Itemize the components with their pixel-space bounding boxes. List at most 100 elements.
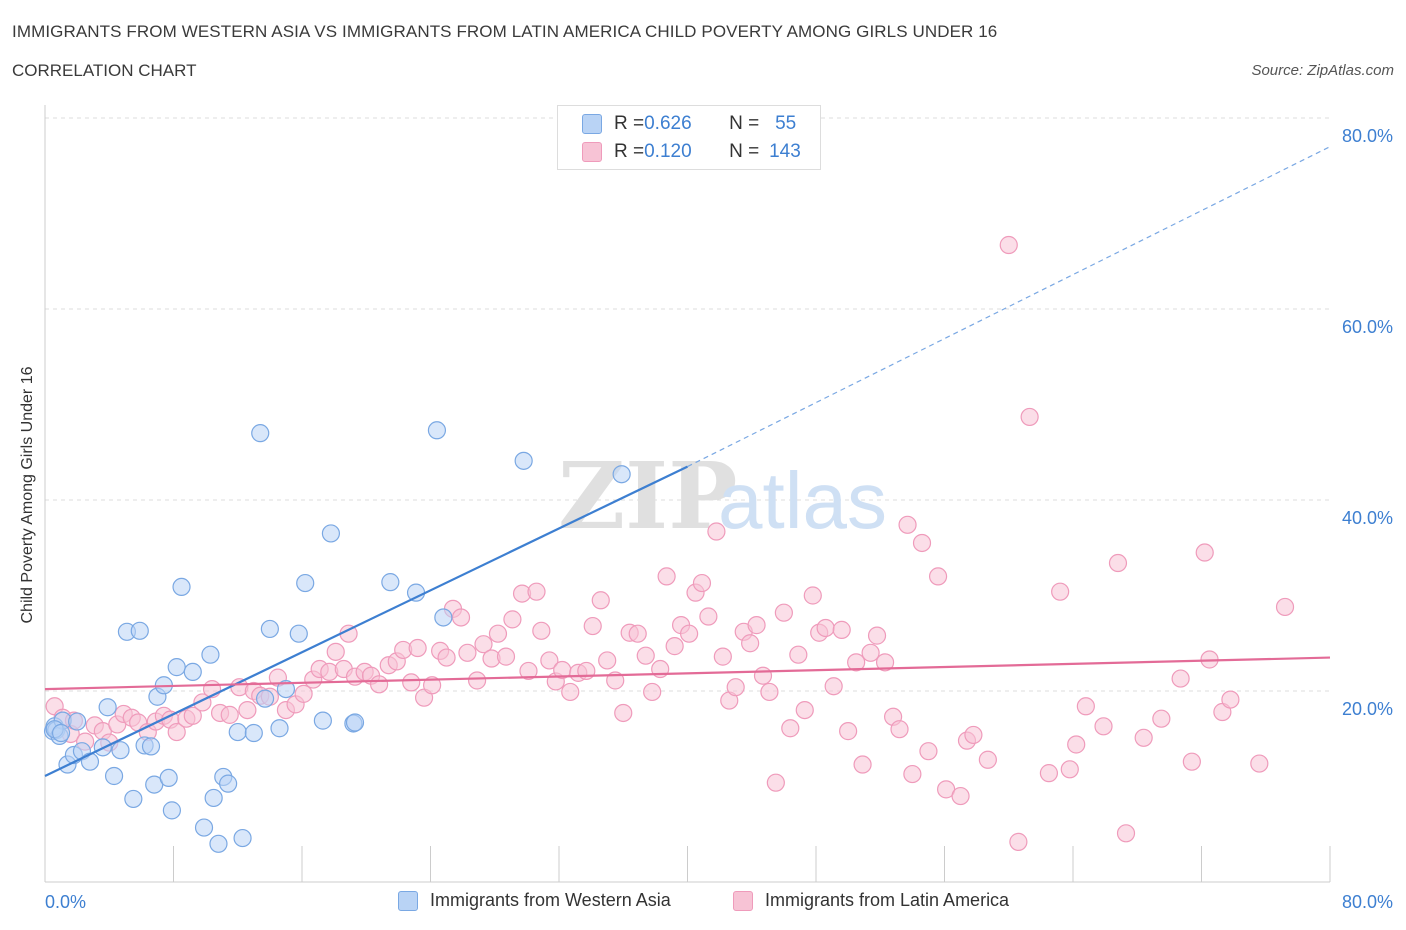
data-point-latin-america — [964, 725, 983, 745]
data-point-latin-america — [423, 676, 442, 695]
data-point-latin-america — [294, 684, 313, 703]
data-point-latin-america — [183, 706, 202, 725]
data-point-latin-america — [928, 567, 948, 586]
n-label: N = — [729, 141, 760, 162]
data-point-latin-america — [999, 235, 1018, 255]
tick-labels: 20.0% 40.0% 60.0% 80.0% 0.0% 80.0% — [45, 126, 1393, 912]
data-point-latin-america — [1020, 407, 1039, 427]
legend-swatch-pink — [733, 890, 753, 911]
data-point-western-asia — [68, 712, 87, 731]
data-point-latin-america — [789, 645, 808, 664]
legend-swatch-blue — [398, 890, 418, 911]
data-point-latin-america — [598, 651, 617, 670]
data-point-latin-america — [832, 620, 851, 639]
data-point-latin-america — [1182, 752, 1201, 771]
legend-label: Immigrants from Western Asia — [430, 890, 671, 910]
data-point-latin-america — [437, 648, 456, 667]
n-value: 143 — [769, 141, 801, 162]
data-point-latin-america — [781, 719, 800, 738]
data-point-latin-america — [657, 567, 676, 586]
data-point-latin-america — [1076, 697, 1095, 716]
data-point-latin-america — [238, 700, 257, 720]
data-point-latin-america — [741, 634, 760, 653]
data-point-latin-america — [643, 682, 662, 702]
data-point-latin-america — [699, 607, 718, 626]
data-point-latin-america — [167, 722, 186, 742]
data-point-latin-america — [753, 666, 773, 685]
r-label: R = — [614, 113, 645, 134]
data-point-latin-america — [1195, 543, 1214, 562]
data-point-western-asia — [244, 723, 263, 743]
data-point-latin-america — [1051, 582, 1070, 601]
data-point-latin-america — [665, 637, 684, 656]
data-point-latin-america — [561, 682, 580, 702]
data-point-western-asia — [51, 723, 71, 743]
data-point-latin-america — [628, 624, 647, 643]
data-point-latin-america — [408, 638, 427, 658]
data-point-latin-america — [451, 608, 471, 627]
data-point-latin-america — [890, 720, 909, 739]
legend-item-western-asia: Immigrants from Western Asia — [398, 890, 671, 911]
data-point-western-asia — [427, 421, 447, 440]
data-point-latin-america — [919, 742, 938, 761]
data-point-western-asia — [204, 788, 223, 808]
trend-line-western-asia-extended — [687, 146, 1331, 468]
data-point-latin-america — [726, 678, 745, 697]
data-point-latin-america — [853, 755, 872, 774]
data-point-latin-america — [1221, 690, 1240, 709]
data-point-latin-america — [903, 764, 922, 784]
n-value: 55 — [775, 113, 797, 134]
data-point-western-asia — [104, 766, 124, 786]
data-point-latin-america — [839, 722, 858, 741]
data-point-latin-america — [847, 653, 866, 672]
axes — [44, 105, 1331, 883]
y-axis-label: Child Poverty Among Girls Under 16 — [19, 366, 36, 624]
trend-line-western-asia — [44, 465, 688, 777]
data-point-latin-america — [816, 618, 835, 638]
n-label: N = — [729, 113, 760, 134]
data-point-latin-america — [326, 642, 345, 661]
data-point-latin-america — [1060, 760, 1079, 779]
r-value: 0.120 — [644, 141, 692, 162]
y-tick-label: 20.0% — [1342, 699, 1393, 719]
data-point-western-asia — [124, 789, 143, 809]
data-point-latin-america — [636, 646, 655, 665]
data-point-latin-america — [519, 661, 538, 681]
data-point-western-asia — [406, 583, 426, 602]
data-point-latin-america — [1152, 709, 1171, 728]
correlation-swatch-pink — [582, 142, 602, 162]
x-tick-label: 80.0% — [1342, 892, 1393, 912]
data-point-latin-america — [220, 705, 239, 724]
data-point-western-asia — [270, 719, 289, 738]
data-point-western-asia — [289, 624, 308, 643]
data-point-western-asia — [194, 818, 214, 837]
data-point-western-asia — [313, 711, 332, 730]
legend-item-latin-america: Immigrants from Latin America — [733, 890, 1009, 911]
data-point-latin-america — [467, 671, 487, 690]
data-point-latin-america — [680, 624, 699, 643]
data-point-latin-america — [488, 624, 508, 643]
data-point-latin-america — [527, 582, 546, 601]
data-point-western-asia — [209, 834, 228, 853]
data-point-latin-america — [803, 586, 822, 605]
data-point-latin-america — [795, 700, 814, 720]
data-point-western-asia — [183, 662, 202, 682]
data-point-latin-america — [824, 677, 843, 696]
data-point-latin-america — [402, 673, 421, 692]
data-point-western-asia — [172, 577, 191, 597]
data-point-western-asia — [219, 774, 238, 793]
data-point-latin-america — [692, 573, 712, 593]
r-value: 0.626 — [644, 113, 692, 134]
data-point-latin-america — [707, 522, 726, 541]
data-point-latin-america — [747, 616, 766, 635]
data-point-latin-america — [1116, 824, 1136, 843]
correlation-box: R = 0.626 N = 55 R = 0.120 N = 143 — [557, 105, 821, 170]
data-point-latin-america — [614, 703, 633, 723]
y-tick-label: 60.0% — [1342, 317, 1393, 337]
data-point-latin-america — [978, 750, 997, 769]
data-point-western-asia — [98, 698, 117, 717]
data-point-latin-america — [1171, 669, 1190, 688]
data-point-western-asia — [162, 801, 181, 820]
data-point-western-asia — [260, 619, 279, 639]
